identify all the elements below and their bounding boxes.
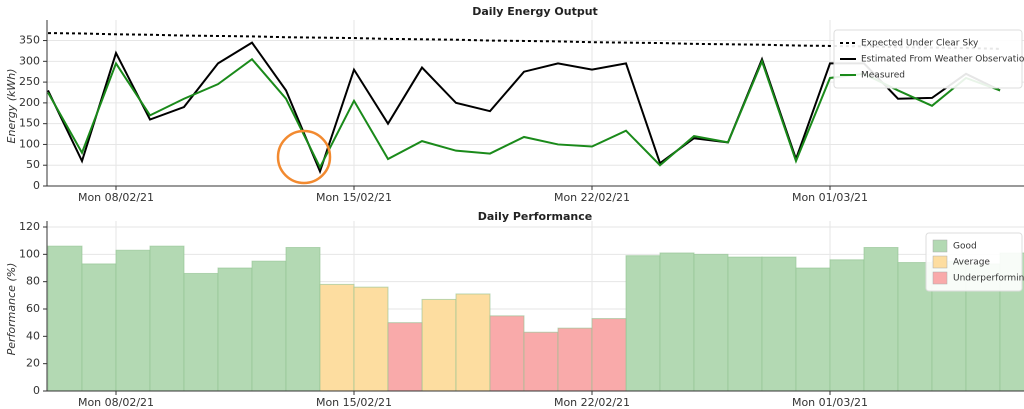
y-tick-label: 350 xyxy=(19,34,40,47)
x-tick-label: Mon 01/03/21 xyxy=(792,396,868,409)
y-tick-label: 80 xyxy=(26,275,40,288)
bar xyxy=(319,283,355,392)
legend-label: Estimated From Weather Observations xyxy=(861,55,1024,65)
y-tick-label: 120 xyxy=(19,220,40,233)
bar xyxy=(795,267,831,392)
bar xyxy=(625,255,661,392)
legend-label: Average xyxy=(953,258,990,268)
bar xyxy=(183,272,219,392)
x-tick-label: Mon 15/02/21 xyxy=(316,396,392,409)
bar xyxy=(353,286,389,392)
x-tick-label: Mon 01/03/21 xyxy=(792,191,868,204)
y-tick-label: 100 xyxy=(19,137,40,150)
x-tick-label: Mon 08/02/21 xyxy=(78,396,154,409)
y-tick-label: 150 xyxy=(19,117,40,130)
bar xyxy=(863,247,899,392)
bar xyxy=(149,245,185,392)
bar xyxy=(761,256,797,392)
y-axis-label: Performance (%) xyxy=(5,263,18,356)
legend-label: Good xyxy=(953,242,977,252)
highlight-circle xyxy=(276,129,332,185)
bar xyxy=(489,315,525,392)
y-tick-label: 250 xyxy=(19,75,40,88)
y-tick-label: 100 xyxy=(19,247,40,260)
y-tick-label: 300 xyxy=(19,54,40,67)
x-tick-label: Mon 22/02/21 xyxy=(554,396,630,409)
bar xyxy=(659,252,695,392)
x-tick-label: Mon 15/02/21 xyxy=(316,191,392,204)
y-tick-label: 50 xyxy=(26,158,40,171)
chart-title: Daily Energy Output xyxy=(472,5,598,18)
bar xyxy=(523,331,559,392)
bar xyxy=(693,253,729,392)
y-tick-label: 200 xyxy=(19,96,40,109)
bar xyxy=(557,327,593,392)
bar xyxy=(47,245,83,392)
bar xyxy=(455,293,491,392)
y-tick-label: 40 xyxy=(26,329,40,342)
y-tick-label: 0 xyxy=(33,179,40,192)
bar xyxy=(421,298,457,392)
plot-area xyxy=(47,245,1024,392)
legend-box xyxy=(925,232,1023,292)
bar xyxy=(727,256,763,392)
bar xyxy=(829,259,865,392)
x-tick-label: Mon 22/02/21 xyxy=(554,191,630,204)
bar xyxy=(251,260,287,392)
y-tick-label: 60 xyxy=(26,302,40,315)
y-axis-label: Energy (kWh) xyxy=(5,68,18,143)
bar xyxy=(285,247,321,392)
y-tick-label: 20 xyxy=(26,357,40,370)
legend-label: Expected Under Clear Sky xyxy=(861,39,979,49)
legend-swatch xyxy=(932,239,948,253)
bar xyxy=(217,267,253,392)
y-tick-label: 0 xyxy=(33,384,40,397)
legend-label: Measured xyxy=(861,71,905,81)
bar xyxy=(115,249,151,392)
legend-label: Underperforming xyxy=(953,274,1024,284)
bar xyxy=(81,263,117,392)
legend-swatch xyxy=(932,255,948,269)
x-tick-label: Mon 08/02/21 xyxy=(78,191,154,204)
bar xyxy=(591,318,627,392)
bar xyxy=(387,322,423,392)
legend-swatch xyxy=(932,271,948,285)
chart-title: Daily Performance xyxy=(478,210,593,223)
legend-box xyxy=(833,29,1023,89)
